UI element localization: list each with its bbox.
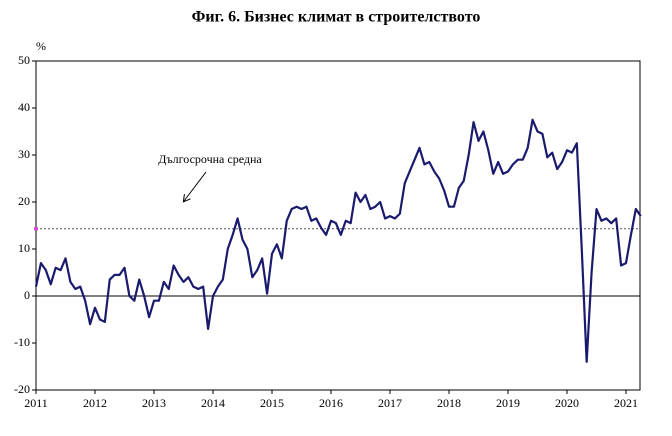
- y-tick-label: 20: [18, 194, 30, 208]
- annotation: Дългосрочна средна: [158, 152, 262, 166]
- y-tick-label: -10: [14, 335, 30, 349]
- y-tick-label: 40: [18, 100, 30, 114]
- average-marker: [34, 227, 38, 231]
- x-tick-label: 2013: [142, 396, 166, 410]
- x-tick-label: 2014: [201, 396, 225, 410]
- x-tick-label: 2011: [24, 396, 48, 410]
- x-tick-label: 2015: [260, 396, 284, 410]
- x-tick-label: 2021: [614, 396, 638, 410]
- y-tick-label: 0: [24, 288, 30, 302]
- annotation-arrow: [184, 171, 207, 201]
- x-tick-label: 2017: [378, 396, 402, 410]
- y-unit: %: [36, 39, 46, 53]
- y-tick-label: 50: [18, 53, 30, 67]
- chart-title: Фиг. 6. Бизнес климат в строителството: [192, 9, 481, 26]
- x-tick-label: 2016: [319, 396, 343, 410]
- plot-frame: [35, 60, 641, 391]
- data-line: [34, 118, 642, 363]
- y-tick-label: 30: [18, 147, 30, 161]
- x-tick-label: 2019: [496, 396, 520, 410]
- x-tick-label: 2012: [83, 396, 107, 410]
- x-tick-label: 2020: [555, 396, 579, 410]
- x-tick-label: 2018: [437, 396, 461, 410]
- y-tick-label: 10: [18, 241, 30, 255]
- y-tick-label: -20: [14, 382, 30, 396]
